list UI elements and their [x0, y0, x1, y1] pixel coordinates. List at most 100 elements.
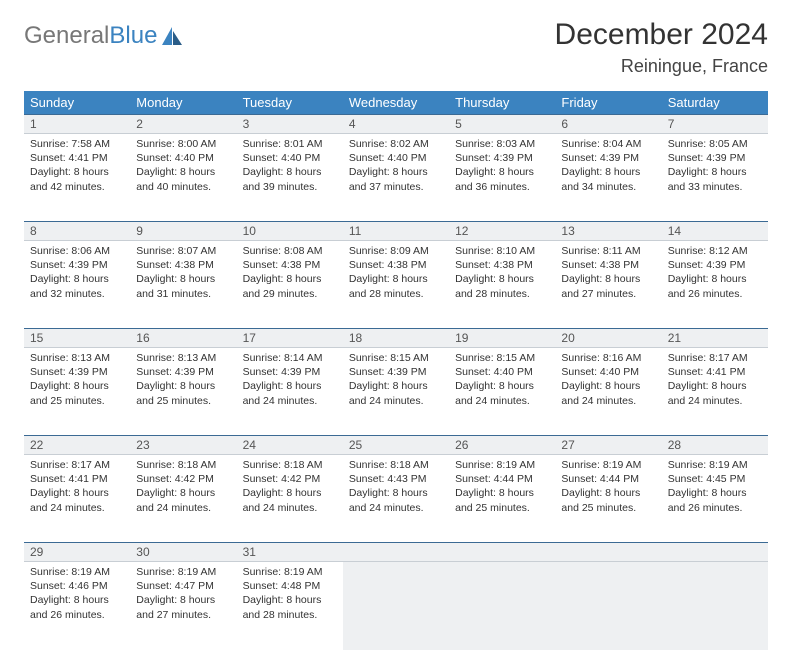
- day-cell: Sunrise: 8:01 AMSunset: 4:40 PMDaylight:…: [237, 134, 343, 222]
- day-number-cell: 15: [24, 329, 130, 348]
- daylight-text: Daylight: 8 hours and 40 minutes.: [136, 165, 230, 193]
- sunset-text: Sunset: 4:39 PM: [561, 151, 655, 165]
- day-cell: [449, 562, 555, 650]
- daylight-text: Daylight: 8 hours and 24 minutes.: [136, 486, 230, 514]
- day-cell: Sunrise: 8:19 AMSunset: 4:46 PMDaylight:…: [24, 562, 130, 650]
- day-cell: Sunrise: 8:19 AMSunset: 4:44 PMDaylight:…: [555, 455, 661, 543]
- day-cell: Sunrise: 8:16 AMSunset: 4:40 PMDaylight:…: [555, 348, 661, 436]
- sunrise-text: Sunrise: 8:17 AM: [30, 458, 124, 472]
- daylight-text: Daylight: 8 hours and 24 minutes.: [243, 486, 337, 514]
- daylight-text: Daylight: 8 hours and 33 minutes.: [668, 165, 762, 193]
- daylight-text: Daylight: 8 hours and 24 minutes.: [30, 486, 124, 514]
- sunrise-text: Sunrise: 8:18 AM: [243, 458, 337, 472]
- daylight-text: Daylight: 8 hours and 28 minutes.: [243, 593, 337, 621]
- sunrise-text: Sunrise: 8:07 AM: [136, 244, 230, 258]
- day-number-cell: 23: [130, 436, 236, 455]
- day-number-row: 15161718192021: [24, 329, 768, 348]
- day-cell: Sunrise: 8:15 AMSunset: 4:40 PMDaylight:…: [449, 348, 555, 436]
- day-content-row: Sunrise: 8:13 AMSunset: 4:39 PMDaylight:…: [24, 348, 768, 436]
- day-number-cell: 2: [130, 115, 236, 134]
- day-number-cell: 28: [662, 436, 768, 455]
- weekday-header-row: Sunday Monday Tuesday Wednesday Thursday…: [24, 91, 768, 115]
- sunset-text: Sunset: 4:38 PM: [243, 258, 337, 272]
- sunset-text: Sunset: 4:40 PM: [455, 365, 549, 379]
- daylight-text: Daylight: 8 hours and 26 minutes.: [30, 593, 124, 621]
- day-number-cell: 14: [662, 222, 768, 241]
- daylight-text: Daylight: 8 hours and 28 minutes.: [349, 272, 443, 300]
- day-number-cell: 30: [130, 543, 236, 562]
- day-cell: [555, 562, 661, 650]
- day-number-cell: 19: [449, 329, 555, 348]
- sunset-text: Sunset: 4:41 PM: [668, 365, 762, 379]
- day-number-cell: 1: [24, 115, 130, 134]
- sunrise-text: Sunrise: 8:11 AM: [561, 244, 655, 258]
- sunset-text: Sunset: 4:40 PM: [136, 151, 230, 165]
- day-number-cell: 29: [24, 543, 130, 562]
- weekday-header: Sunday: [24, 91, 130, 115]
- day-cell: Sunrise: 8:17 AMSunset: 4:41 PMDaylight:…: [24, 455, 130, 543]
- day-number-row: 891011121314: [24, 222, 768, 241]
- sunrise-text: Sunrise: 8:04 AM: [561, 137, 655, 151]
- daylight-text: Daylight: 8 hours and 25 minutes.: [30, 379, 124, 407]
- sunset-text: Sunset: 4:39 PM: [136, 365, 230, 379]
- sunset-text: Sunset: 4:43 PM: [349, 472, 443, 486]
- day-number-row: 1234567: [24, 115, 768, 134]
- sunset-text: Sunset: 4:41 PM: [30, 151, 124, 165]
- weekday-header: Tuesday: [237, 91, 343, 115]
- daylight-text: Daylight: 8 hours and 24 minutes.: [561, 379, 655, 407]
- sunrise-text: Sunrise: 8:14 AM: [243, 351, 337, 365]
- daylight-text: Daylight: 8 hours and 37 minutes.: [349, 165, 443, 193]
- sunset-text: Sunset: 4:38 PM: [561, 258, 655, 272]
- sunset-text: Sunset: 4:39 PM: [349, 365, 443, 379]
- sunrise-text: Sunrise: 8:15 AM: [349, 351, 443, 365]
- daylight-text: Daylight: 8 hours and 27 minutes.: [136, 593, 230, 621]
- weekday-header: Thursday: [449, 91, 555, 115]
- sunrise-text: Sunrise: 8:18 AM: [136, 458, 230, 472]
- day-number-cell: 26: [449, 436, 555, 455]
- day-number-cell: 12: [449, 222, 555, 241]
- sunrise-text: Sunrise: 7:58 AM: [30, 137, 124, 151]
- day-number-cell: 5: [449, 115, 555, 134]
- day-cell: Sunrise: 8:19 AMSunset: 4:48 PMDaylight:…: [237, 562, 343, 650]
- sunrise-text: Sunrise: 8:17 AM: [668, 351, 762, 365]
- sunset-text: Sunset: 4:45 PM: [668, 472, 762, 486]
- daylight-text: Daylight: 8 hours and 29 minutes.: [243, 272, 337, 300]
- sunrise-text: Sunrise: 8:01 AM: [243, 137, 337, 151]
- day-cell: Sunrise: 8:11 AMSunset: 4:38 PMDaylight:…: [555, 241, 661, 329]
- sunrise-text: Sunrise: 8:19 AM: [455, 458, 549, 472]
- day-number-cell: 18: [343, 329, 449, 348]
- day-cell: [662, 562, 768, 650]
- logo-sail-icon: [161, 26, 183, 46]
- sunrise-text: Sunrise: 8:03 AM: [455, 137, 549, 151]
- daylight-text: Daylight: 8 hours and 42 minutes.: [30, 165, 124, 193]
- day-content-row: Sunrise: 7:58 AMSunset: 4:41 PMDaylight:…: [24, 134, 768, 222]
- day-number-cell: 8: [24, 222, 130, 241]
- weekday-header: Friday: [555, 91, 661, 115]
- daylight-text: Daylight: 8 hours and 31 minutes.: [136, 272, 230, 300]
- day-cell: Sunrise: 8:05 AMSunset: 4:39 PMDaylight:…: [662, 134, 768, 222]
- day-cell: Sunrise: 8:18 AMSunset: 4:42 PMDaylight:…: [237, 455, 343, 543]
- day-cell: Sunrise: 8:13 AMSunset: 4:39 PMDaylight:…: [24, 348, 130, 436]
- day-cell: Sunrise: 8:07 AMSunset: 4:38 PMDaylight:…: [130, 241, 236, 329]
- day-number-cell: 16: [130, 329, 236, 348]
- sunrise-text: Sunrise: 8:08 AM: [243, 244, 337, 258]
- sunrise-text: Sunrise: 8:19 AM: [243, 565, 337, 579]
- sunset-text: Sunset: 4:39 PM: [30, 258, 124, 272]
- logo: GeneralBlue: [24, 22, 183, 50]
- title-block: December 2024 Reiningue, France: [555, 18, 768, 77]
- day-number-cell: 20: [555, 329, 661, 348]
- daylight-text: Daylight: 8 hours and 25 minutes.: [561, 486, 655, 514]
- sunrise-text: Sunrise: 8:10 AM: [455, 244, 549, 258]
- calendar: Sunday Monday Tuesday Wednesday Thursday…: [24, 91, 768, 650]
- day-number-cell: 22: [24, 436, 130, 455]
- day-number-cell: 31: [237, 543, 343, 562]
- day-cell: Sunrise: 8:08 AMSunset: 4:38 PMDaylight:…: [237, 241, 343, 329]
- sunset-text: Sunset: 4:42 PM: [243, 472, 337, 486]
- daylight-text: Daylight: 8 hours and 25 minutes.: [136, 379, 230, 407]
- daylight-text: Daylight: 8 hours and 34 minutes.: [561, 165, 655, 193]
- day-number-cell: [343, 543, 449, 562]
- sunset-text: Sunset: 4:39 PM: [243, 365, 337, 379]
- day-cell: Sunrise: 8:18 AMSunset: 4:43 PMDaylight:…: [343, 455, 449, 543]
- day-number-cell: 25: [343, 436, 449, 455]
- sunset-text: Sunset: 4:42 PM: [136, 472, 230, 486]
